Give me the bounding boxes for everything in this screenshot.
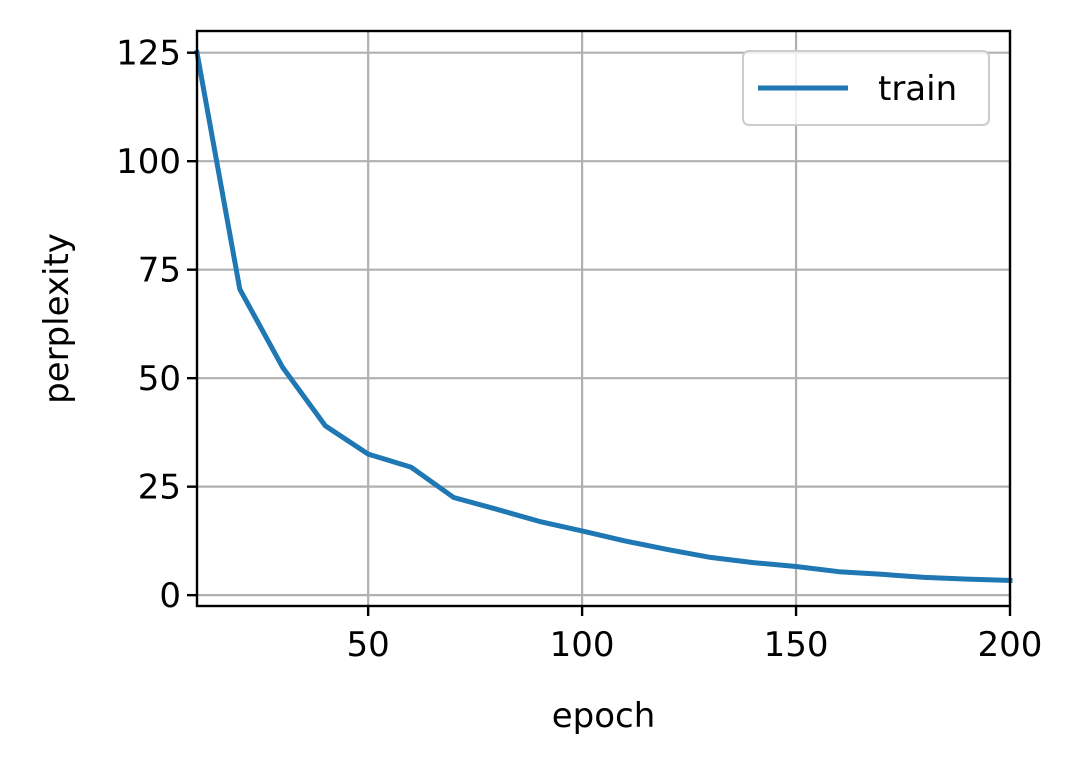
x-axis-title: epoch <box>552 696 656 736</box>
series-line-train <box>194 49 1013 583</box>
plot-frame <box>195 29 1012 608</box>
tick-layer: 0 25 50 75 100 125 50 100 150 200 <box>116 34 1042 665</box>
y-tick-label: 0 <box>159 576 181 616</box>
y-tick-label: 125 <box>116 34 181 74</box>
legend: train <box>742 50 990 126</box>
legend-label-train: train <box>878 69 957 109</box>
x-tick-label: 150 <box>764 625 829 665</box>
y-tick-label: 75 <box>138 251 181 291</box>
y-tick-label: 50 <box>138 359 181 399</box>
series-layer <box>194 49 1013 583</box>
x-tick-label: 200 <box>978 625 1043 665</box>
y-axis-title: perplexity <box>37 233 77 404</box>
x-tick-label: 50 <box>347 625 390 665</box>
y-tick-label: 100 <box>116 142 181 182</box>
legend-box <box>742 50 990 126</box>
x-tick-label: 100 <box>550 625 615 665</box>
y-tick-label: 25 <box>138 468 181 508</box>
